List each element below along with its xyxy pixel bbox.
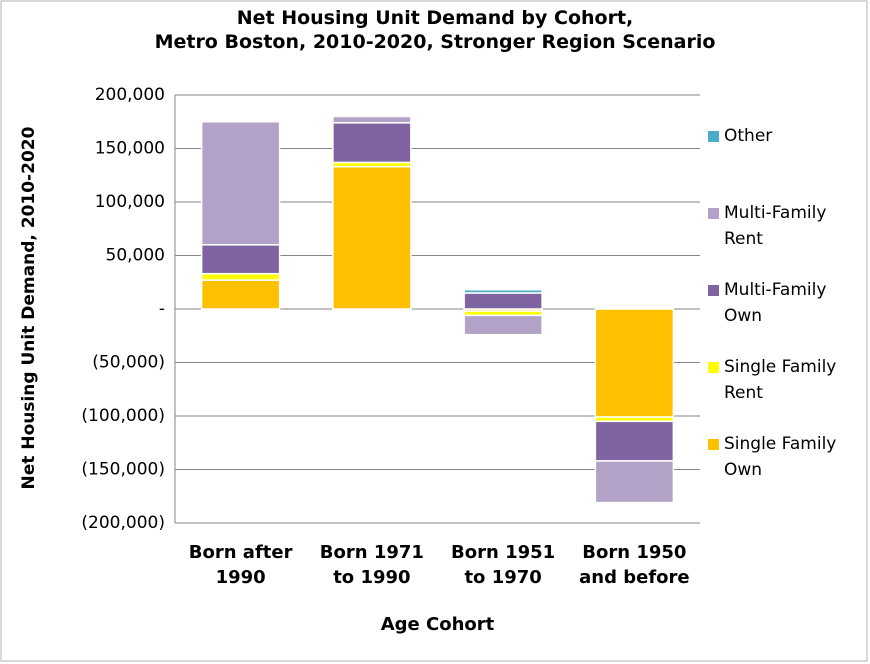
- y-tick-label: 200,000: [95, 85, 165, 105]
- x-tick-label: Born 1971 to 1990: [319, 542, 424, 588]
- legend-label: Multi-Family Own: [724, 280, 827, 326]
- bar-segment: [200, 244, 281, 275]
- y-tick-label: 150,000: [95, 139, 165, 159]
- legend-label: Other: [724, 126, 773, 146]
- bar-segment: [200, 120, 281, 123]
- bar-segment: [200, 272, 281, 281]
- x-tick-label: Born 1951 to 1970: [451, 542, 556, 588]
- x-tick-label: Born after 1990: [188, 542, 293, 588]
- x-tick-label: Born 1950 and before: [579, 542, 690, 588]
- legend-label: Single Family Rent: [724, 357, 837, 403]
- y-tick-label: 50,000: [106, 246, 165, 266]
- bar-segment: [463, 314, 543, 336]
- bar-segment: [200, 121, 281, 246]
- legend-swatch: [708, 131, 719, 142]
- legend-label: Single Family Own: [724, 434, 837, 480]
- chart-title: Net Housing Unit Demand by Cohort, Metro…: [154, 7, 716, 53]
- y-axis-title: Net Housing Unit Demand, 2010-2020: [19, 126, 39, 490]
- bar-segment: [332, 122, 412, 164]
- legend-swatch: [708, 208, 719, 219]
- y-tick-label: (50,000): [92, 353, 165, 373]
- y-tick-label: (150,000): [81, 460, 165, 480]
- bar-segment: [200, 279, 281, 310]
- y-tick-label: 100,000: [95, 192, 165, 212]
- y-tick-label: -: [159, 299, 165, 319]
- bar-segment: [594, 460, 675, 504]
- legend-label: Multi-Family Rent: [724, 203, 827, 249]
- bar-segment: [463, 288, 543, 294]
- bar-segment: [332, 165, 412, 310]
- bar-segment: [594, 420, 675, 462]
- bar-segment: [332, 115, 412, 124]
- x-axis-title: Age Cohort: [380, 614, 495, 635]
- legend-swatch: [708, 362, 719, 373]
- y-tick-label: (100,000): [81, 406, 165, 426]
- bar-segment: [594, 308, 675, 418]
- y-tick-label: (200,000): [81, 513, 165, 533]
- legend-swatch: [708, 285, 719, 296]
- bar-segment: [594, 501, 675, 504]
- bar-segment: [332, 115, 412, 118]
- bar-segment: [463, 292, 543, 310]
- legend-swatch: [708, 439, 719, 450]
